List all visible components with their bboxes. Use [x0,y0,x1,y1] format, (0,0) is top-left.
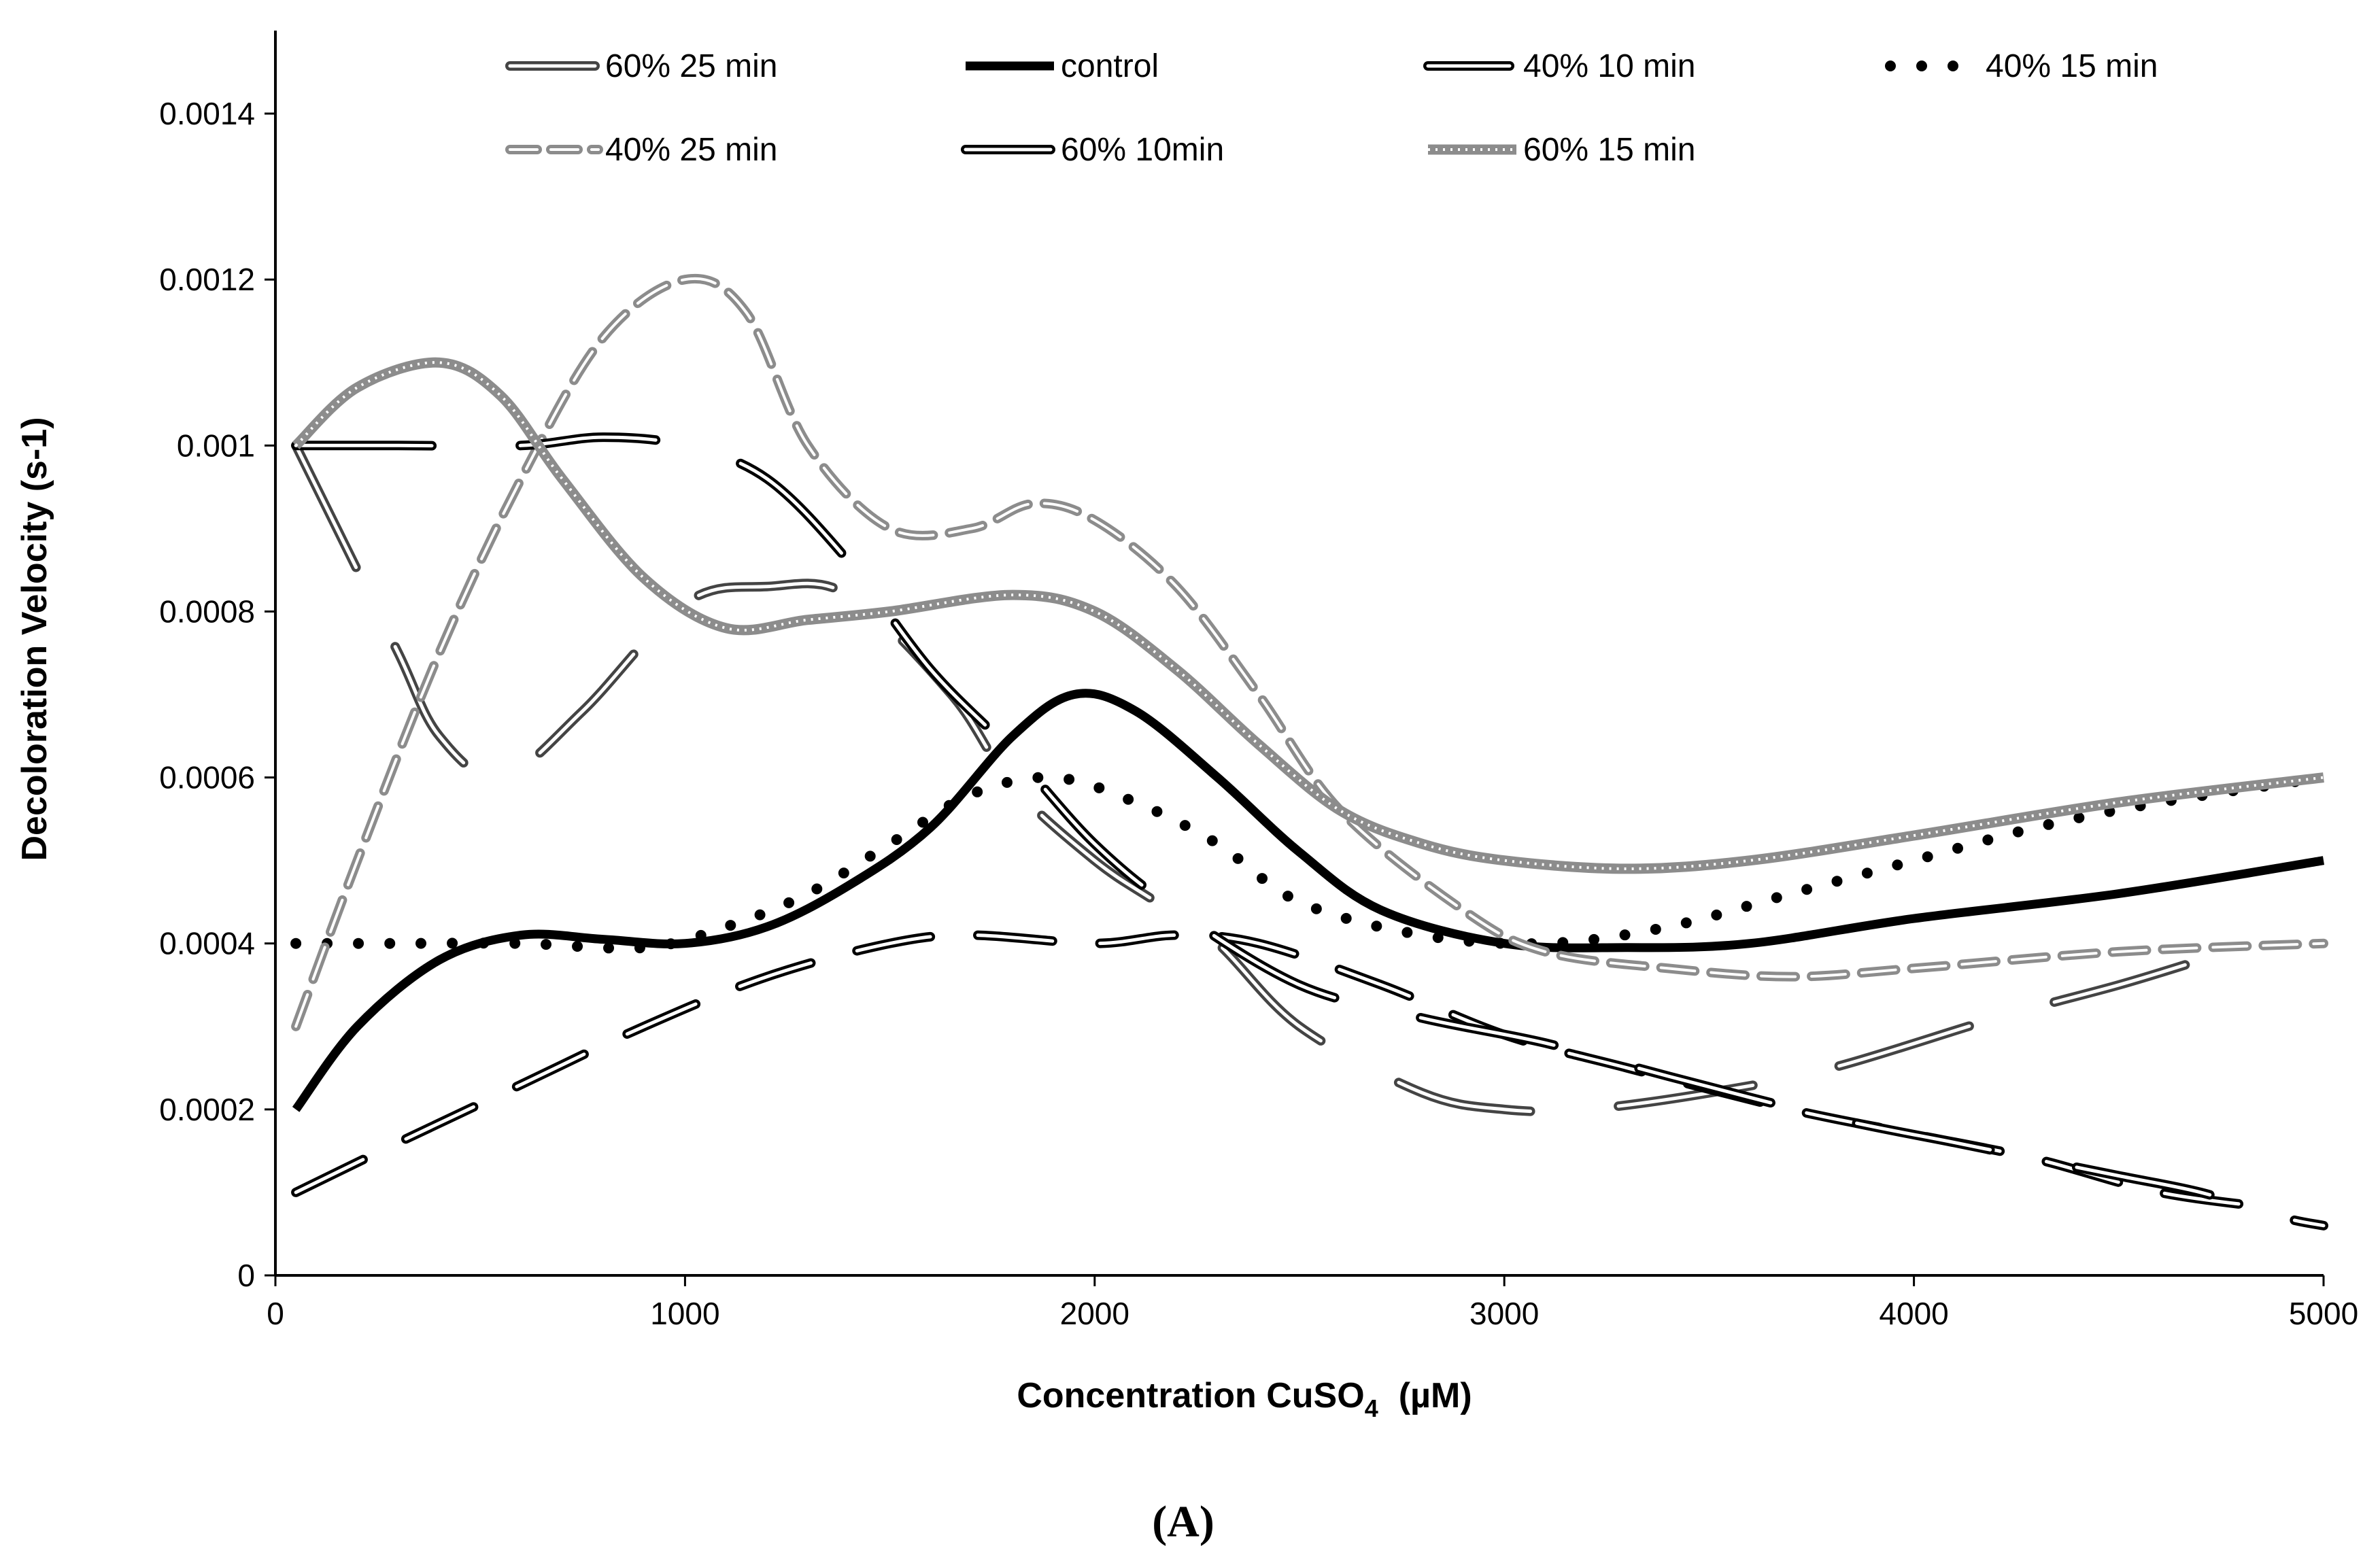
x-axis-title-unit: (µM) [1399,1376,1472,1415]
series-40-25-min-line [291,273,2328,1031]
x-tick-label: 5000 [2289,1296,2358,1331]
series-path [292,689,2325,1112]
legend-item: control [966,48,1159,84]
y-tick-label: 0.0012 [159,262,255,297]
y-tick-label: 0.0002 [159,1092,255,1127]
legend-label: 40% 25 min [605,132,777,168]
legend-item: 60% 15 min [1428,132,1695,168]
x-tick-label: 3000 [1469,1296,1539,1331]
x-tick-label: 0 [267,1296,284,1331]
legend-label: 40% 15 min [1986,48,2158,84]
x-tick-label: 1000 [650,1296,719,1331]
legend-item: 60% 25 min [505,48,777,84]
series-60-25-min-line [291,441,2206,1116]
series-control-line [292,689,2325,1112]
x-tick-label: 2000 [1060,1296,1129,1331]
series-path [291,273,2328,1031]
series-lines [290,273,2329,1231]
x-tick-label: 4000 [1879,1296,1948,1331]
axes [274,31,2324,1277]
series-path [294,361,2324,870]
series-60-10min-line [291,432,2328,1231]
legend-label: 60% 15 min [1523,132,1695,168]
y-tick-label: 0.0008 [159,594,255,629]
y-axis-title: Decoloration Velocity (s-1) [15,417,54,861]
series-path [291,441,2206,1116]
legend-item: 40% 15 min [1885,48,2158,84]
figure-caption: (A) [1152,1497,1214,1547]
series-path [294,443,2203,1114]
y-tick-label: 0.0006 [159,760,255,795]
x-axis-title-subscript: 4 [1365,1394,1378,1422]
tick-marks-and-labels: 0 0.0002 0.0004 0.0006 0.0008 0.001 0.0012 0.00… [159,96,2358,1331]
legend-item: 60% 10min [961,132,1224,168]
legend-item: 40% 25 min [505,132,777,168]
y-tick-label: 0.0004 [159,926,255,961]
legend-label: 40% 10 min [1523,48,1695,84]
legend: 60% 25 min control 40% 10 min 40% 15 min 40%… [505,48,2158,168]
legend-label: 60% 10min [1061,132,1224,168]
legend-label: 60% 25 min [605,48,777,84]
x-axis-title: Concentration CuSO4 (µM) [1017,1376,1472,1422]
y-tick-label: 0.001 [177,428,255,463]
y-tick-label: 0.0014 [159,96,255,131]
y-tick-label: 0 [237,1258,255,1293]
legend-label: control [1061,48,1159,84]
series-path [294,277,2325,1028]
x-axis-title-main: Concentration CuSO [1017,1376,1364,1415]
series-path [294,435,2326,1228]
series-60-15-min-line [292,357,2324,874]
legend-item: 40% 10 min [1423,48,1695,84]
